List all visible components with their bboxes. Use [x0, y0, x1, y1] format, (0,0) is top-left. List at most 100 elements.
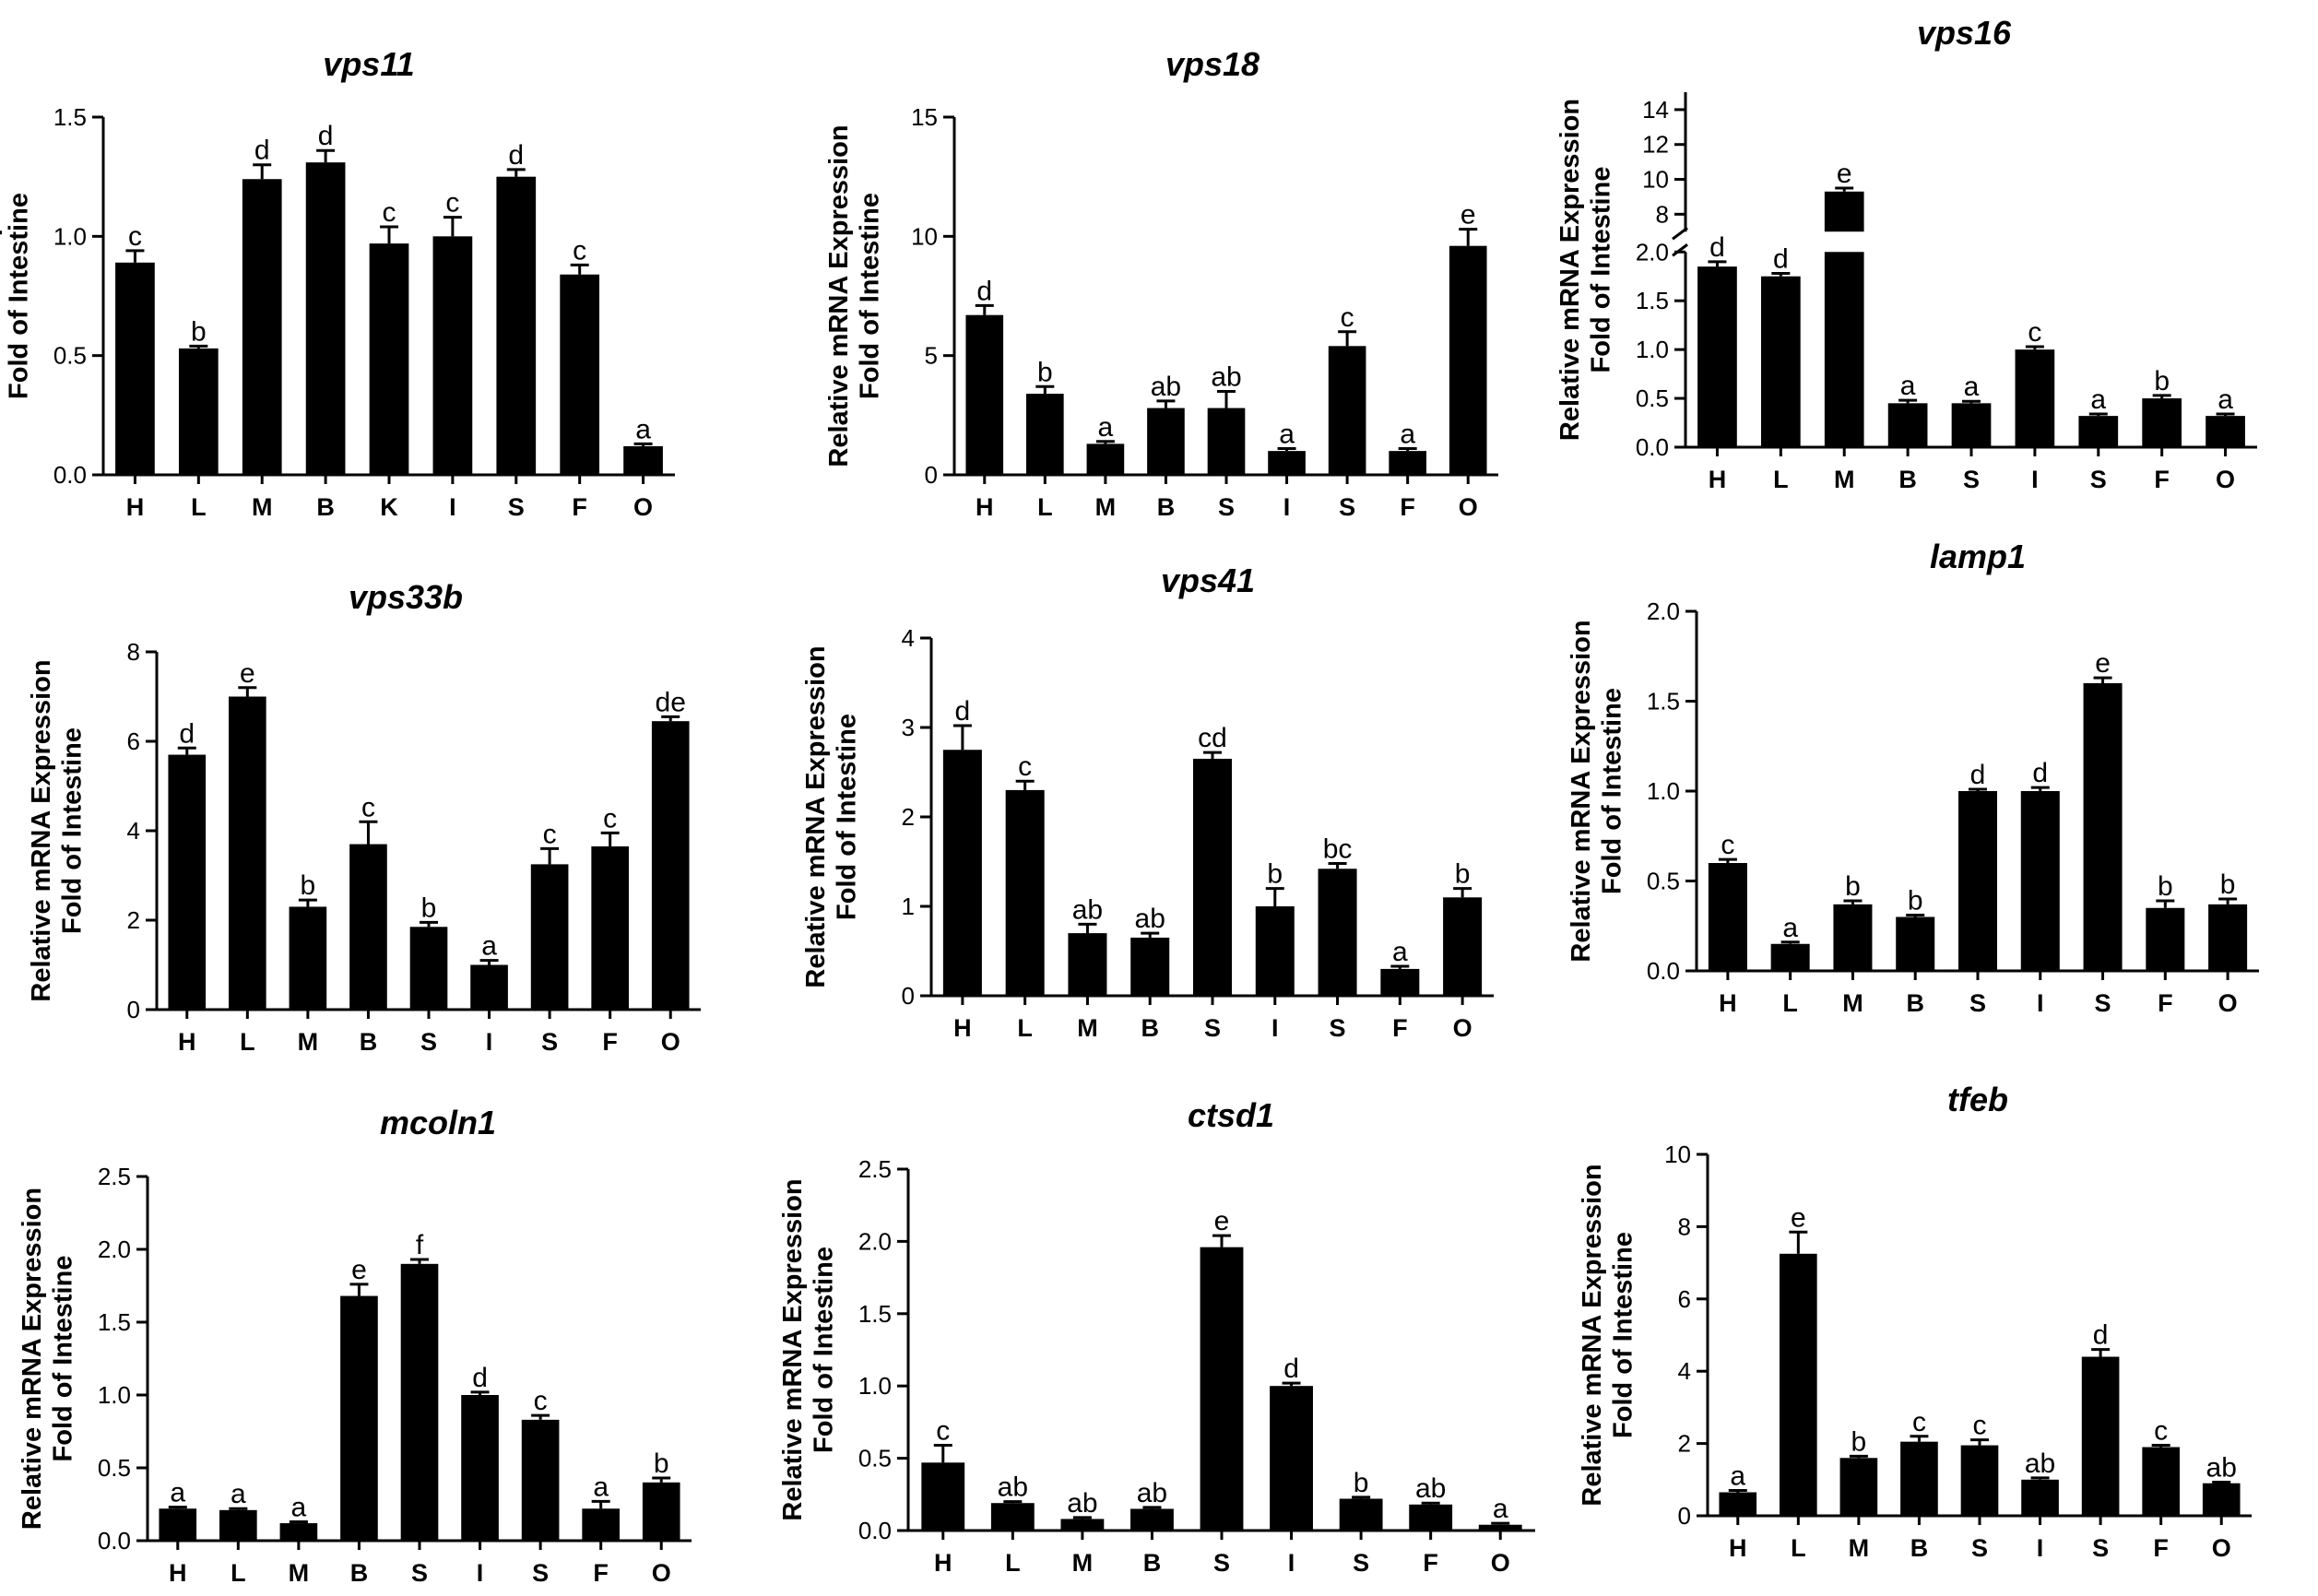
y-tick-label: 2.0	[858, 1227, 892, 1255]
y-axis-label-line1: Relative mRNA Expression	[0, 124, 3, 467]
y-tick-label: 15	[911, 103, 938, 131]
x-tick-label: I	[1283, 493, 1291, 521]
y-axis-label-line2: Fold of Intestine	[1598, 688, 1627, 894]
y-axis-label: Relative mRNA ExpressionFold of Intestin…	[778, 1178, 838, 1520]
significance-letter: c	[445, 188, 459, 219]
x-tick-label: L	[1037, 493, 1053, 521]
bar	[159, 1508, 197, 1541]
significance-letter: d	[1283, 1354, 1299, 1384]
y-axis-label-line2: Fold of Intestine	[856, 193, 885, 399]
x-tick-label: H	[934, 1549, 952, 1577]
bar	[2078, 416, 2119, 447]
significance-letter: e	[1214, 1206, 1230, 1236]
y-tick-label: 1.0	[1636, 336, 1669, 363]
y-axis-label: Relative mRNA ExpressionFold of Intestin…	[18, 1188, 77, 1530]
bar	[2208, 904, 2248, 971]
y-tick-label: 12	[1642, 131, 1669, 159]
y-tick-label: 0.0	[1636, 433, 1669, 461]
bar	[1147, 408, 1185, 475]
x-tick-label: F	[2154, 466, 2170, 493]
significance-letter: c	[603, 803, 617, 833]
significance-letter: ab	[1415, 1473, 1446, 1504]
bar	[642, 1482, 680, 1541]
y-axis-label-line1: Relative mRNA Expression	[18, 1188, 47, 1530]
y-axis-label: Relative mRNA ExpressionFold of Intestin…	[1567, 620, 1626, 962]
significance-letter: cd	[1198, 723, 1227, 753]
significance-letter: ab	[998, 1472, 1028, 1503]
bar	[349, 844, 387, 1010]
significance-letter: d	[472, 1363, 488, 1393]
bar	[921, 1462, 965, 1531]
significance-letter: d	[1970, 760, 1986, 790]
significance-letter: a	[1493, 1494, 1508, 1524]
significance-letter: e	[240, 658, 255, 689]
x-tick-label: I	[477, 1559, 484, 1587]
x-tick-label: K	[380, 493, 398, 521]
x-tick-label: B	[1898, 466, 1917, 493]
chart-panel-vps11: 0.0 0.5 1.0 1.5 Hc Lb Md Bd Kc Ic Sd Fc Oa vps11 Relat…	[0, 45, 675, 521]
bar	[409, 927, 448, 1010]
bar	[461, 1395, 499, 1541]
y-tick-label: 0.5	[53, 342, 87, 370]
chart-panel-vps18: 0 5 10 15 Hd Lb Ma Bab Sab Ia Sc Fa Oe vps18 Relative …	[824, 45, 1498, 521]
significance-letter: d	[254, 136, 270, 166]
x-tick-label: L	[1017, 1014, 1033, 1042]
y-tick-label: 14	[1642, 96, 1669, 124]
significance-letter: ab	[1211, 361, 1241, 392]
y-tick-label: 0.5	[858, 1445, 892, 1472]
significance-letter: ab	[1137, 1478, 1167, 1508]
bar	[1960, 1445, 1999, 1516]
x-tick-label: O	[633, 493, 653, 521]
x-tick-label: I	[2037, 989, 2044, 1017]
significance-letter: b	[2154, 366, 2170, 396]
y-axis-label-line2: Fold of Intestine	[58, 727, 88, 934]
x-tick-label: S	[1971, 1534, 1988, 1562]
y-tick-label: 10	[1642, 166, 1669, 194]
bar	[1957, 791, 1998, 971]
bar	[2015, 349, 2055, 447]
y-tick-label: 2	[127, 906, 140, 934]
bar	[1339, 1498, 1383, 1531]
x-tick-label: S	[411, 1559, 428, 1587]
bar	[1697, 266, 1737, 447]
bar	[965, 314, 1004, 475]
x-tick-label: I	[2031, 466, 2039, 493]
y-tick-label: 10	[1664, 1141, 1691, 1168]
significance-letter: e	[2095, 648, 2111, 679]
bar	[432, 236, 473, 475]
chart-title: tfeb	[1947, 1081, 2008, 1118]
y-tick-label: 0.5	[1636, 384, 1669, 412]
x-tick-label: F	[2158, 989, 2173, 1017]
significance-letter: e	[1837, 159, 1852, 189]
bar	[1760, 276, 1801, 447]
x-tick-label: M	[289, 1559, 310, 1587]
chart-title: vps18	[1165, 45, 1260, 83]
x-tick-label: O	[2216, 466, 2235, 493]
significance-letter: a	[1964, 372, 1980, 402]
significance-letter: b	[191, 316, 207, 347]
x-tick-label: S	[420, 1028, 437, 1056]
y-tick-label: 0	[1678, 1502, 1691, 1530]
x-tick-label: L	[1791, 1534, 1806, 1562]
y-axis-label: Relative mRNA ExpressionFold of Intestin…	[27, 659, 87, 1001]
y-axis-label-line2: Fold of Intestine	[5, 193, 34, 399]
x-tick-label: S	[1969, 989, 1986, 1017]
x-tick-label: M	[1095, 493, 1117, 521]
x-tick-label: I	[1288, 1549, 1295, 1577]
chart-panel-lamp1: 0.0 0.5 1.0 1.5 2.0 Hc La Mb Bb Sd Id Se Fb Ob lamp1 Re…	[1567, 538, 2259, 1017]
x-tick-label: H	[976, 493, 994, 521]
bar	[1449, 245, 1487, 475]
bar	[1130, 1508, 1174, 1531]
significance-letter: d	[976, 276, 992, 306]
y-tick-label: 2.5	[98, 1163, 131, 1190]
bar	[1409, 1504, 1453, 1531]
chart-panel-tfeb: 0 2 4 6 8 10 Ha Le Mb Bc Sc Iab Sd Fc Oab tfeb Relative …	[1578, 1081, 2252, 1562]
significance-letter: c	[543, 819, 557, 849]
y-axis-label: Relative mRNA ExpressionFold of Intestin…	[0, 124, 34, 467]
bar	[1824, 252, 1864, 447]
significance-letter: f	[416, 1230, 424, 1260]
x-tick-label: O	[1491, 1549, 1510, 1577]
bar	[1192, 758, 1233, 996]
bar	[521, 1419, 560, 1541]
